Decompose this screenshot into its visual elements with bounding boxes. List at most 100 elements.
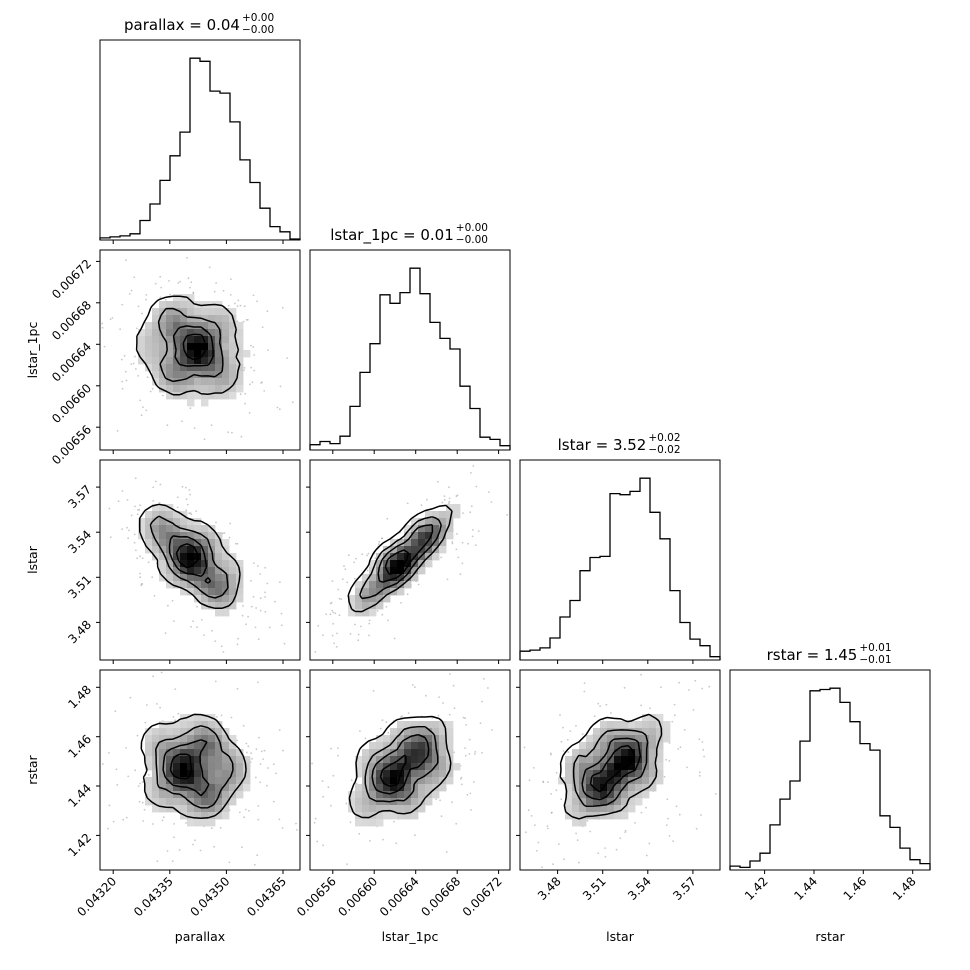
density-cell bbox=[404, 546, 412, 554]
density-cell bbox=[173, 728, 181, 736]
sample-point bbox=[152, 823, 154, 825]
sample-point bbox=[314, 651, 317, 653]
sample-point bbox=[210, 827, 213, 830]
sample-point bbox=[441, 501, 444, 504]
density-cell bbox=[236, 588, 244, 596]
x-tick-label: 0.00660 bbox=[335, 874, 380, 919]
sample-point bbox=[229, 522, 232, 525]
sample-point bbox=[279, 385, 282, 388]
density-cell bbox=[446, 735, 454, 743]
density-cell bbox=[222, 798, 230, 806]
contour-0.5-sigma bbox=[135, 295, 241, 396]
sample-point bbox=[694, 679, 697, 682]
sample-point bbox=[266, 784, 268, 787]
y-axis-label-rstar: rstar bbox=[25, 754, 40, 784]
density-cell bbox=[215, 756, 223, 764]
sample-point bbox=[359, 625, 362, 628]
sample-point bbox=[448, 497, 451, 500]
density-cell bbox=[194, 714, 202, 722]
sample-point bbox=[127, 775, 130, 778]
x-tick-label: 0.00668 bbox=[418, 874, 463, 919]
density-cell bbox=[201, 735, 209, 743]
sample-point bbox=[242, 605, 244, 607]
density-cell bbox=[397, 749, 405, 757]
density-cell bbox=[229, 322, 237, 330]
sample-point bbox=[255, 748, 258, 751]
density-cell bbox=[446, 749, 454, 757]
sample-point bbox=[645, 806, 647, 809]
density-cell bbox=[376, 805, 384, 813]
sample-point bbox=[189, 512, 192, 515]
sample-point bbox=[462, 716, 465, 719]
density-cell bbox=[411, 784, 419, 792]
panel-2d-rstar-vs-parallax bbox=[99, 669, 301, 871]
density-cell bbox=[194, 721, 202, 729]
density-cell bbox=[187, 742, 195, 750]
sample-point bbox=[708, 685, 711, 688]
density-cell bbox=[432, 728, 440, 736]
density-cell bbox=[439, 728, 447, 736]
density-cell bbox=[579, 749, 587, 757]
density-cell bbox=[166, 777, 174, 785]
density-cell bbox=[586, 756, 594, 764]
sample-point bbox=[692, 709, 695, 711]
y-tick-label: 1.46 bbox=[65, 732, 94, 761]
sample-point bbox=[126, 499, 129, 501]
density-cell bbox=[159, 553, 167, 561]
density-cell bbox=[579, 756, 587, 764]
x-axis-label-lstar: lstar bbox=[606, 929, 635, 944]
density-cell bbox=[418, 721, 426, 729]
sample-point bbox=[338, 614, 341, 617]
density-cell bbox=[208, 721, 216, 729]
sample-point bbox=[666, 798, 669, 801]
contour-1.5-sigma bbox=[371, 733, 430, 795]
density-cell bbox=[194, 798, 202, 806]
y-tick-label: 0.00672 bbox=[49, 257, 94, 302]
density-cell bbox=[201, 399, 209, 407]
density-cell bbox=[572, 819, 580, 827]
density-cell bbox=[187, 784, 195, 792]
density-cell bbox=[208, 756, 216, 764]
density-cell bbox=[593, 742, 601, 750]
density-cell bbox=[187, 588, 195, 596]
density-cell bbox=[180, 336, 188, 344]
density-cell bbox=[362, 805, 370, 813]
sample-point bbox=[145, 409, 148, 412]
density-cell bbox=[194, 574, 202, 582]
sample-point bbox=[381, 537, 384, 540]
sample-point bbox=[230, 716, 233, 719]
sample-point bbox=[336, 632, 338, 635]
sample-point bbox=[264, 596, 266, 598]
density-cell bbox=[159, 350, 167, 358]
sample-point bbox=[345, 802, 348, 805]
density-cell bbox=[635, 749, 643, 757]
density-cell bbox=[635, 777, 643, 785]
sample-point bbox=[660, 686, 662, 689]
sample-point bbox=[127, 529, 130, 532]
sample-point bbox=[178, 849, 181, 851]
sample-point bbox=[263, 749, 266, 752]
density-cell bbox=[229, 777, 237, 785]
sample-point bbox=[322, 795, 325, 798]
density-cell bbox=[446, 777, 454, 785]
sample-point bbox=[229, 294, 232, 296]
sample-point bbox=[479, 722, 482, 724]
sample-point bbox=[192, 292, 195, 295]
density-cell bbox=[376, 567, 384, 575]
density-cell bbox=[397, 742, 405, 750]
sample-point bbox=[279, 581, 281, 584]
density-cell bbox=[201, 560, 209, 568]
sample-point bbox=[665, 758, 667, 761]
density-cell bbox=[194, 812, 202, 820]
density-cell bbox=[208, 308, 216, 316]
density-cell bbox=[565, 791, 573, 799]
density-cell bbox=[383, 742, 391, 750]
density-cell bbox=[145, 742, 153, 750]
sample-point bbox=[387, 619, 389, 622]
sample-point bbox=[280, 624, 283, 627]
density-cell bbox=[446, 504, 454, 512]
density-cell bbox=[411, 749, 419, 757]
sample-point bbox=[154, 480, 157, 483]
sample-point bbox=[171, 860, 174, 863]
sample-point bbox=[188, 512, 191, 514]
